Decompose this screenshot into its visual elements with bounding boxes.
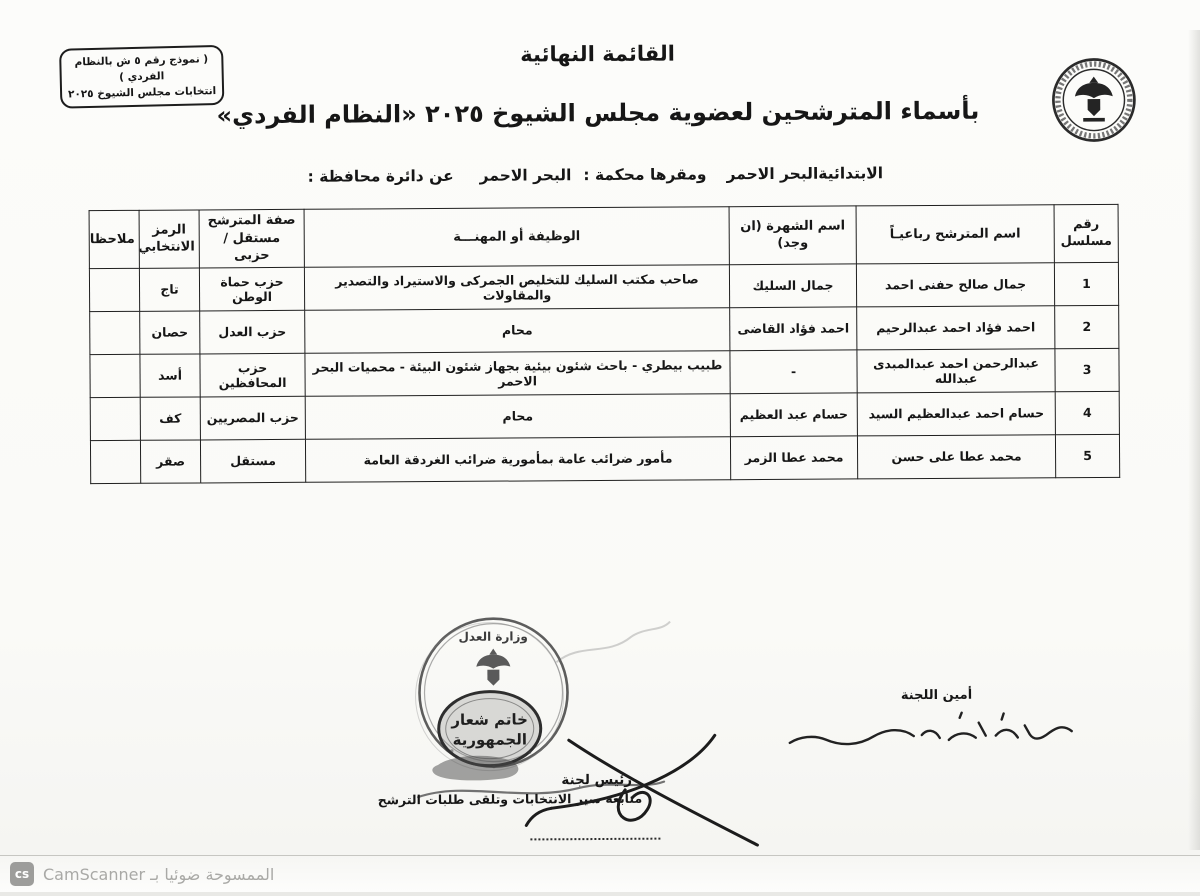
cell-capacity: مستقل [200, 438, 306, 483]
header-serial-l1: رقم [1072, 216, 1100, 232]
district-governorate-value: البحر الاحمر [479, 166, 572, 185]
cell-serial: 3 [1054, 347, 1120, 392]
header-capacity-l2: مستقل / حزبى [223, 230, 281, 264]
table-header-row: رقم مسلسل اسم المترشح رباعيـاً اسم الشهر… [89, 204, 1119, 269]
district-court-suffix: الابتدائية [818, 164, 884, 183]
header-symbol-l2: الانتخابي [139, 239, 195, 256]
cell-name: محمد عطا على حسن [857, 434, 1056, 479]
cell-capacity: حزب العدل [199, 309, 305, 354]
eagle-icon [1074, 76, 1113, 122]
page-subtitle: بأسماء المترشحين لعضوية مجلس الشيوخ ٢٠٢٥… [216, 96, 980, 130]
cell-name: احمد فؤاد احمد عبدالرحيم [856, 305, 1055, 350]
candidates-table-wrap: رقم مسلسل اسم المترشح رباعيـاً اسم الشهر… [89, 204, 1120, 484]
cell-serial: 5 [1055, 433, 1120, 478]
stamp-ring-text: وزارة العدل [458, 629, 527, 644]
header-known: اسم الشهرة (ان وجد) [729, 205, 857, 265]
cell-name: عبدالرحمن احمد عبدالمبدى عبدالله [856, 348, 1056, 393]
header-serial-l2: مسلسل [1060, 234, 1113, 250]
header-symbol-l1: الرمز [152, 222, 186, 238]
cell-capacity: حزب المصريين [200, 395, 306, 440]
district-governorate-label: عن دائرة محافظة : [307, 166, 454, 186]
header-capacity-l1: صفة المترشح [207, 212, 296, 229]
secretary-signature [788, 711, 1073, 746]
cell-serial: 2 [1054, 304, 1119, 349]
camscanner-logo-icon: cs [10, 862, 34, 886]
chairman-signature [524, 733, 759, 847]
cell-job: محام [305, 393, 731, 439]
stamp-eagle-icon [476, 648, 511, 686]
cell-known: - [729, 349, 858, 394]
header-job: الوظيفة أو المهنـــة [304, 206, 730, 267]
cell-name: حسام احمد عبدالعظيم السيد [857, 391, 1056, 436]
candidates-table: رقم مسلسل اسم المترشح رباعيـاً اسم الشهر… [89, 204, 1121, 484]
table-row: 1 جمال صالح حفنى احمد جمال السليك صاحب م… [89, 261, 1119, 312]
district-court-value: البحر الاحمر [726, 164, 819, 184]
cell-capacity: حزب المحافظين [199, 352, 306, 397]
cell-serial: 4 [1055, 390, 1120, 435]
pencil-scribble [555, 620, 671, 664]
header-symbol: الرمز الانتخابي [139, 209, 200, 268]
table-row: 4 حسام احمد عبدالعظيم السيد حسام عبد الع… [90, 390, 1120, 441]
cell-symbol: كف [140, 396, 201, 440]
district-line: عن دائرة محافظة : البحر الاحمر ومقرها مح… [0, 162, 1178, 187]
cell-job: محام [304, 307, 730, 353]
cell-symbol: أسد [139, 353, 201, 397]
table-row: 3 عبدالرحمن احمد عبدالمبدى عبدالله - طبي… [89, 347, 1120, 398]
cell-job: مأمور ضرائب عامة بمأمورية ضرائب الغردقة … [305, 436, 731, 482]
cell-known: محمد عطا الزمر [730, 435, 858, 480]
header-name: اسم المترشح رباعيـاً [856, 204, 1055, 264]
ink-smudge [417, 755, 666, 799]
cell-notes [89, 310, 140, 355]
header-notes: ملاحظات [89, 210, 140, 269]
camscanner-credit-text: الممسوحة ضوئيا بـ CamScanner [43, 864, 275, 884]
stamp-seal-line1: خاتم شعار [450, 710, 528, 728]
page-title: القائمة النهائية [520, 41, 676, 67]
camscanner-footer: cs الممسوحة ضوئيا بـ CamScanner [0, 855, 1200, 892]
cell-name: جمال صالح حفنى احمد [856, 262, 1055, 307]
header-capacity: صفة المترشح مستقل / حزبى [199, 209, 305, 268]
cell-known: جمال السليك [729, 263, 857, 308]
elections-authority-emblem-icon [1052, 58, 1136, 142]
cell-known: حسام عبد العظيم [730, 392, 858, 437]
table-row: 2 احمد فؤاد احمد عبدالرحيم احمد فؤاد الق… [89, 304, 1119, 355]
cell-notes [90, 439, 141, 484]
ministry-stamp: وزارة العدل خاتم شعار الجمهورية [415, 617, 569, 772]
cell-symbol: حصان [139, 310, 200, 354]
stamp-seal-line2: الجمهورية [453, 730, 527, 748]
table-row: 5 محمد عطا على حسن محمد عطا الزمر مأمور … [90, 433, 1120, 484]
cell-notes [89, 267, 140, 312]
cell-symbol: صقر [140, 439, 201, 483]
cell-serial: 1 [1054, 261, 1119, 306]
cell-job: صاحب مكتب السليك للتخليص الجمركى والاستي… [304, 264, 730, 310]
cell-known: احمد فؤاد القاضى [729, 306, 857, 351]
form-number-line2: انتخابات مجلس الشيوخ ٢٠٢٥ [67, 85, 217, 101]
cell-capacity: حزب حماة الوطن [199, 266, 305, 311]
header-serial: رقم مسلسل [1054, 204, 1119, 263]
cell-notes [90, 396, 141, 441]
district-court-label: ومقرها محكمة : [583, 165, 707, 185]
cell-notes [89, 353, 141, 398]
cell-job: طبيب بيطري - باحث شئون بيئية بجهاز شئون … [304, 350, 731, 396]
cell-symbol: تاج [139, 267, 200, 311]
